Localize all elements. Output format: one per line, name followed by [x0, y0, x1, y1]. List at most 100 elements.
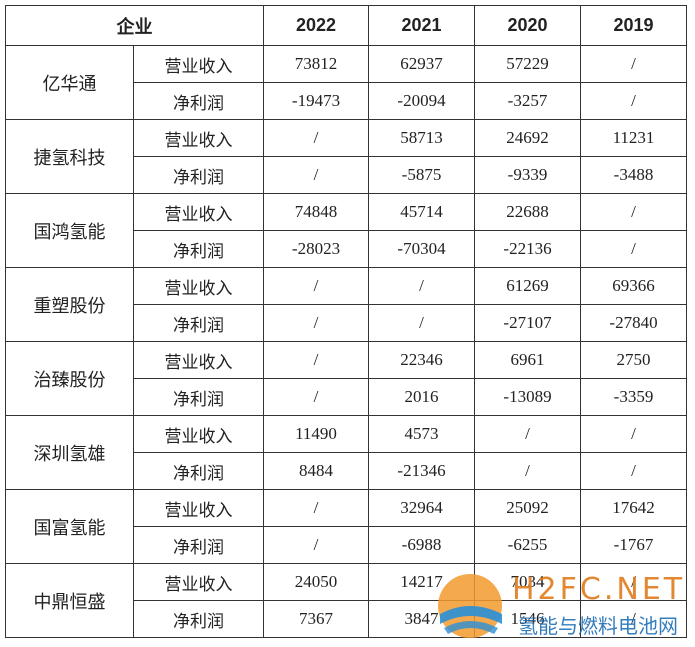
table-row: 国富氢能 营业收入/32964 25092 17642: [5, 489, 687, 564]
table-body: 亿华通 营业收入 73812 62937 57229/净利润 -19473 -20094 -3…: [5, 45, 687, 638]
metric-cell: 净利润: [133, 304, 264, 342]
value-cell: 57229: [474, 45, 581, 83]
metric-cell: 营业收入: [133, 341, 264, 379]
value-cell: -19473: [263, 82, 369, 120]
value-cell: 11231: [580, 119, 687, 157]
value-cell: -70304: [368, 230, 475, 268]
header-cell: 2020: [474, 5, 581, 46]
value-cell: 2016: [368, 378, 475, 416]
value-cell: 74848: [263, 193, 369, 231]
header-row: 企业 2022 2021 2020 2019: [5, 5, 687, 46]
value-cell: 24050: [263, 563, 369, 601]
value-cell: 8484: [263, 452, 369, 490]
value-cell: 32964: [368, 489, 475, 527]
value-cell: /: [580, 563, 687, 601]
company-cell: 深圳氢雄: [5, 415, 134, 490]
metric-cell: 营业收入: [133, 45, 264, 83]
company-cell: 重塑股份: [5, 267, 134, 342]
value-cell: -6988: [368, 526, 475, 564]
table-row: 亿华通 营业收入 73812 62937 57229/: [5, 45, 687, 120]
table-row: 深圳氢雄 营业收入 11490 4573//: [5, 415, 687, 490]
value-cell: 14217: [368, 563, 475, 601]
value-cell: /: [368, 304, 475, 342]
value-cell: 25092: [474, 489, 581, 527]
value-cell: -20094: [368, 82, 475, 120]
value-cell: /: [263, 378, 369, 416]
metric-cell: 净利润: [133, 82, 264, 120]
value-cell: 17642: [580, 489, 687, 527]
metric-cell: 营业收入: [133, 267, 264, 305]
data-table: 企业 2022 2021 2020 2019 亿华通 营业收入 73812 62937 5722…: [5, 5, 687, 638]
value-cell: 6961: [474, 341, 581, 379]
value-cell: 22688: [474, 193, 581, 231]
value-cell: -28023: [263, 230, 369, 268]
table-row: 净利润 -19473 -20094 -3257/: [6, 82, 687, 120]
company-cell: 国鸿氢能: [5, 193, 134, 268]
table-row: 治臻股份 营业收入/22346 6961 2750: [5, 341, 687, 416]
value-cell: /: [263, 489, 369, 527]
value-cell: /: [263, 119, 369, 157]
table-row: 净利润 / -6988 -6255 -1767: [6, 526, 687, 564]
value-cell: 3847: [368, 600, 475, 638]
value-cell: -1767: [580, 526, 687, 564]
table-row: 重塑股份 营业收入 //61269 69366: [5, 267, 687, 342]
value-cell: /: [263, 267, 369, 305]
value-cell: /: [580, 230, 687, 268]
value-cell: -6255: [474, 526, 581, 564]
value-cell: -22136: [474, 230, 581, 268]
value-cell: 62937: [368, 45, 475, 83]
value-cell: -5875: [368, 156, 475, 194]
value-cell: /: [580, 193, 687, 231]
metric-cell: 营业收入: [133, 489, 264, 527]
header-cell: 企业: [5, 5, 264, 46]
value-cell: /: [580, 45, 687, 83]
table-row: 净利润 / -5875 -9339 -3488: [6, 156, 687, 194]
value-cell: 2750: [580, 341, 687, 379]
metric-cell: 净利润: [133, 526, 264, 564]
metric-cell: 净利润: [133, 600, 264, 638]
value-cell: 61269: [474, 267, 581, 305]
metric-cell: 营业收入: [133, 193, 264, 231]
value-cell: 45714: [368, 193, 475, 231]
header-cell: 2019: [580, 5, 687, 46]
value-cell: 7034: [474, 563, 581, 601]
table-row: 中鼎恒盛 营业收入 24050 14217 7034/: [5, 563, 687, 638]
value-cell: 73812: [263, 45, 369, 83]
table-row: 净利润/2016 -13089 -3359: [6, 378, 687, 416]
metric-cell: 净利润: [133, 156, 264, 194]
value-cell: 11490: [263, 415, 369, 453]
value-cell: /: [474, 415, 581, 453]
value-cell: -13089: [474, 378, 581, 416]
metric-cell: 净利润: [133, 230, 264, 268]
metric-cell: 营业收入: [133, 415, 264, 453]
value-cell: -3359: [580, 378, 687, 416]
value-cell: /: [580, 82, 687, 120]
value-cell: /: [580, 452, 687, 490]
table-row: 捷氢科技 营业收入/58713 24692 11231: [5, 119, 687, 194]
metric-cell: 净利润: [133, 452, 264, 490]
metric-cell: 营业收入: [133, 563, 264, 601]
metric-cell: 净利润: [133, 378, 264, 416]
value-cell: 58713: [368, 119, 475, 157]
value-cell: /: [580, 415, 687, 453]
value-cell: 1546: [474, 600, 581, 638]
company-cell: 治臻股份: [5, 341, 134, 416]
table-row: 国鸿氢能 营业收入 74848 45714 22688/: [5, 193, 687, 268]
table-row: 净利润 / / -27107 -27840: [6, 304, 687, 342]
value-cell: -9339: [474, 156, 581, 194]
value-cell: 69366: [580, 267, 687, 305]
company-cell: 国富氢能: [5, 489, 134, 564]
value-cell: -27840: [580, 304, 687, 342]
value-cell: 22346: [368, 341, 475, 379]
value-cell: -3488: [580, 156, 687, 194]
value-cell: /: [368, 267, 475, 305]
table-row: 净利润 -28023 -70304 -22136/: [6, 230, 687, 268]
value-cell: -27107: [474, 304, 581, 342]
company-cell: 中鼎恒盛: [5, 563, 134, 638]
company-cell: 亿华通: [5, 45, 134, 120]
value-cell: /: [263, 156, 369, 194]
value-cell: 24692: [474, 119, 581, 157]
value-cell: /: [580, 600, 687, 638]
value-cell: /: [263, 341, 369, 379]
metric-cell: 营业收入: [133, 119, 264, 157]
